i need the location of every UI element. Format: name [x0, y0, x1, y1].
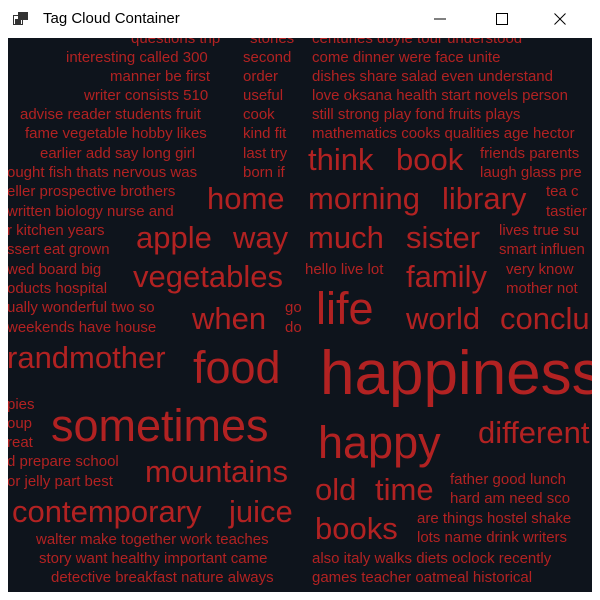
window-title: Tag Cloud Container — [43, 10, 180, 27]
tag-word[interactable]: very know — [506, 261, 574, 278]
tag-word[interactable]: mountains — [145, 454, 289, 489]
tag-word[interactable]: also italy walks diets oclock recently — [312, 550, 552, 567]
tag-word[interactable]: sometimes — [51, 400, 269, 451]
tag-word[interactable]: weekends have house — [8, 319, 157, 336]
tag-word[interactable]: family — [406, 259, 487, 294]
tag-word[interactable]: useful — [243, 87, 284, 104]
tag-word[interactable]: r kitchen years — [8, 222, 105, 239]
maximize-icon — [496, 13, 508, 25]
tag-word[interactable]: second — [243, 49, 292, 66]
close-button[interactable] — [537, 0, 583, 38]
tag-word[interactable]: reat — [8, 434, 33, 451]
tag-word[interactable]: juice — [229, 494, 293, 529]
tag-word[interactable]: hard am need sco — [450, 490, 571, 507]
tag-word[interactable]: oducts hospital — [8, 280, 108, 297]
tag-word[interactable]: go — [285, 299, 302, 316]
tag-word[interactable]: father good lunch — [450, 471, 566, 488]
tag-word[interactable]: friends parents — [480, 145, 580, 162]
tag-word[interactable]: dishes share salad even understand — [312, 68, 553, 85]
tag-word[interactable]: conclu — [500, 301, 590, 336]
window-frame-left — [0, 38, 8, 600]
tag-word[interactable]: different — [478, 415, 590, 450]
tag-word[interactable]: apple — [136, 220, 212, 255]
tag-word[interactable]: hello live lot — [305, 261, 384, 278]
tag-word[interactable]: centuries doyle tour understood — [312, 38, 523, 47]
window-frame-bottom — [0, 592, 600, 600]
tag-word[interactable]: fame vegetable hobby likes — [25, 125, 207, 142]
tag-word[interactable]: food — [193, 342, 281, 393]
tag-word[interactable]: love oksana health start novels person — [312, 87, 568, 104]
tag-word[interactable]: mother not — [506, 280, 578, 297]
tag-word[interactable]: ought fish thats nervous was — [8, 164, 198, 181]
tag-word[interactable]: advise reader students fruit — [20, 106, 201, 123]
tag-word[interactable]: old — [315, 472, 357, 507]
tag-word[interactable]: sister — [406, 220, 481, 255]
tag-word[interactable]: happiness — [320, 339, 592, 408]
tag-word[interactable]: lots name drink writers — [417, 529, 568, 546]
tag-word[interactable]: home — [207, 181, 285, 216]
tag-cloud-area: questions trip stories centuries doyle tou… — [8, 38, 592, 592]
tag-word[interactable]: think — [308, 142, 374, 177]
tag-word[interactable]: tastier — [546, 203, 587, 220]
tag-word[interactable]: written biology nurse and — [8, 203, 174, 220]
tag-word[interactable]: happy — [318, 417, 441, 468]
tag-word[interactable]: do — [285, 319, 302, 336]
tag-word[interactable]: pies — [8, 396, 35, 413]
tag-word[interactable]: randmother — [8, 340, 166, 375]
tag-word[interactable]: oup — [8, 415, 33, 432]
tag-word[interactable]: world — [406, 301, 481, 336]
title-bar[interactable]: Tag Cloud Container — [0, 0, 600, 38]
tag-word[interactable]: ssert eat grown — [8, 241, 110, 258]
tag-word[interactable]: when — [192, 301, 267, 336]
minimize-button[interactable] — [417, 0, 463, 38]
tag-word[interactable]: smart influen — [499, 241, 585, 258]
tag-word[interactable]: laugh glass pre — [480, 164, 582, 181]
app-window-icon — [13, 11, 29, 27]
tag-word[interactable]: wed board big — [8, 261, 102, 278]
tag-word[interactable]: books — [315, 511, 398, 546]
maximize-button[interactable] — [479, 0, 525, 38]
tag-word[interactable]: questions trip — [131, 38, 221, 47]
tag-word[interactable]: last try — [243, 145, 288, 162]
tag-word[interactable]: or jelly part best — [8, 473, 113, 490]
tag-word[interactable]: contemporary — [12, 494, 202, 529]
tag-word[interactable]: manner be first — [110, 68, 211, 85]
tag-word[interactable]: are things hostel shake — [417, 510, 572, 527]
tag-word[interactable]: stories — [250, 38, 295, 47]
tag-word[interactable]: book — [396, 142, 464, 177]
tag-word[interactable]: writer consists 510 — [84, 87, 209, 104]
tag-word[interactable]: games teacher oatmeal historical — [312, 569, 533, 586]
tag-word[interactable]: vegetables — [133, 259, 283, 294]
tag-word[interactable]: born if — [243, 164, 285, 181]
tag-word[interactable]: come dinner were face unite — [312, 49, 501, 66]
tag-word[interactable]: d prepare school — [8, 453, 119, 470]
tag-word[interactable]: lives true su — [499, 222, 580, 239]
tag-word[interactable]: order — [243, 68, 279, 85]
tag-word[interactable]: kind fit — [243, 125, 287, 142]
tag-word[interactable]: library — [442, 181, 527, 216]
tag-word[interactable]: eller prospective brothers — [8, 183, 176, 200]
tag-word[interactable]: still strong play fond fruits plays — [312, 106, 521, 123]
tag-word[interactable]: morning — [308, 181, 420, 216]
tag-word[interactable]: tea c — [546, 183, 579, 200]
tag-word[interactable]: time — [375, 472, 434, 507]
tag-word[interactable]: life — [316, 283, 374, 334]
window-frame-right — [592, 38, 600, 600]
close-icon — [554, 13, 566, 25]
tag-word[interactable]: way — [233, 220, 289, 255]
tag-word[interactable]: earlier add say long girl — [40, 145, 196, 162]
tag-word[interactable]: interesting called 300 — [66, 49, 208, 66]
tag-word[interactable]: much — [308, 220, 384, 255]
tag-word[interactable]: cook — [243, 106, 275, 123]
tag-word[interactable]: detective breakfast nature always — [51, 569, 274, 586]
tag-word[interactable]: ually wonderful two so — [8, 299, 155, 316]
minimize-icon — [434, 18, 446, 20]
tag-word[interactable]: walter make together work teaches — [36, 531, 269, 548]
tag-word[interactable]: mathematics cooks qualities age hector — [312, 125, 575, 142]
tag-word[interactable]: story want healthy important came — [39, 550, 268, 567]
